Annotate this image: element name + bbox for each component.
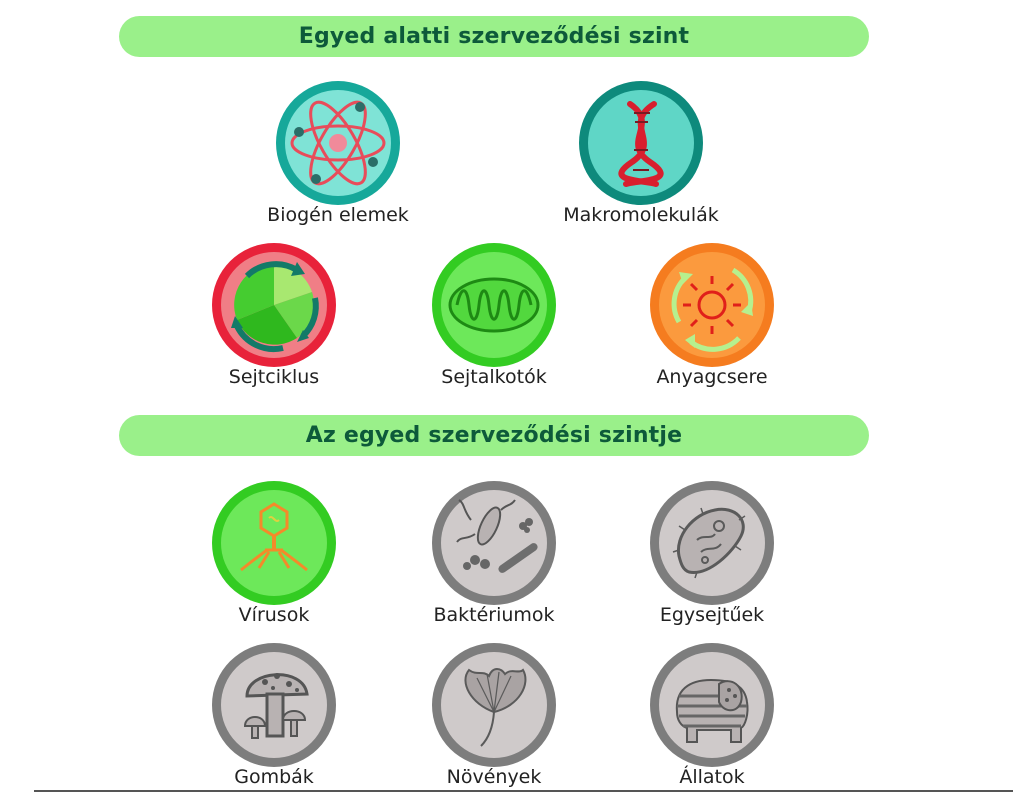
tile-bakteriumok[interactable]: Baktériumok — [404, 480, 584, 626]
ginkgo-leaf-icon — [431, 642, 557, 768]
tile-biogen-elemek[interactable]: Biogén elemek — [248, 80, 428, 226]
protist-icon — [649, 480, 775, 606]
tile-label: Sejtciklus — [228, 366, 320, 388]
tile-sejtciklus[interactable]: Sejtciklus — [184, 242, 364, 388]
atom-icon — [275, 80, 401, 206]
mitochondrion-icon — [431, 242, 557, 368]
bacteria-icon — [431, 480, 557, 606]
bottom-divider — [34, 790, 1013, 792]
section-header-sub-organism: Egyed alatti szerveződési szint — [119, 16, 869, 57]
tile-label: Anyagcsere — [656, 366, 768, 388]
section-title: Egyed alatti szerveződési szint — [298, 24, 690, 49]
tile-gombak[interactable]: Gombák — [184, 642, 364, 788]
tile-label: Biogén elemek — [267, 204, 409, 226]
tile-makromolekulak[interactable]: Makromolekulák — [551, 80, 731, 226]
tile-allatok[interactable]: Állatok — [622, 642, 802, 788]
tile-label: Egysejtűek — [659, 604, 765, 626]
tile-label: Gombák — [234, 766, 314, 788]
tile-label: Makromolekulák — [563, 204, 719, 226]
mushroom-icon — [211, 642, 337, 768]
tile-anyagcsere[interactable]: Anyagcsere — [622, 242, 802, 388]
tile-sejtalkotok[interactable]: Sejtalkotók — [404, 242, 584, 388]
tile-novenyek[interactable]: Növények — [404, 642, 584, 788]
cell-cycle-icon — [211, 242, 337, 368]
metabolism-icon — [649, 242, 775, 368]
tile-egysejtuek[interactable]: Egysejtűek — [622, 480, 802, 626]
tile-label: Állatok — [679, 766, 745, 788]
tile-label: Sejtalkotók — [441, 366, 547, 388]
section-header-organism: Az egyed szerveződési szintje — [119, 415, 869, 456]
virus-icon — [211, 480, 337, 606]
section-title: Az egyed szerveződési szintje — [305, 423, 683, 448]
tile-label: Baktériumok — [433, 604, 555, 626]
dna-icon — [578, 80, 704, 206]
tile-label: Növények — [446, 766, 542, 788]
elephant-icon — [649, 642, 775, 768]
tile-label: Vírusok — [238, 604, 310, 626]
tile-virusok[interactable]: Vírusok — [184, 480, 364, 626]
